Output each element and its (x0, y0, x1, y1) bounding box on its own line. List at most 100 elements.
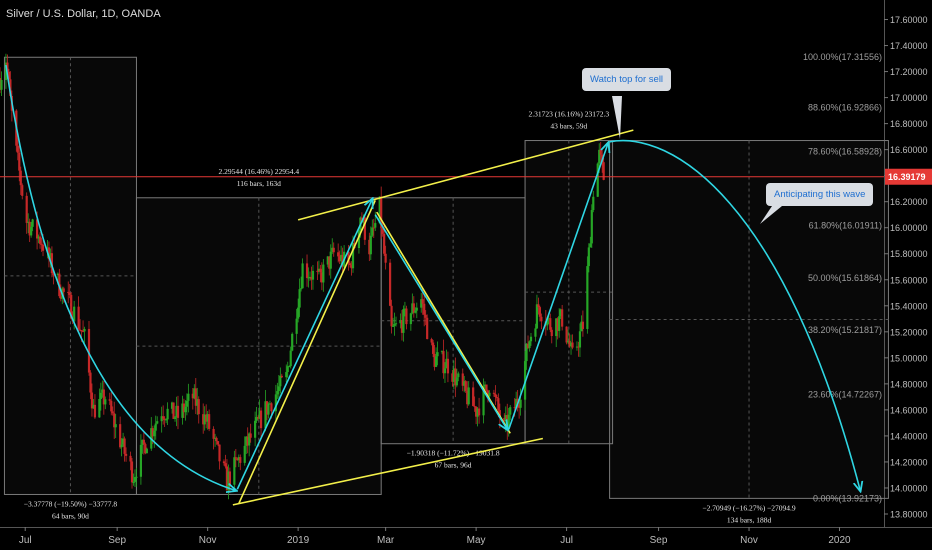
candle-body (368, 239, 371, 255)
candle-body (197, 399, 200, 415)
y-tick-label: 15.40000 (890, 301, 928, 311)
x-tick-label: 2019 (287, 535, 310, 546)
y-tick-label: 13.80000 (890, 509, 928, 519)
candle-body (589, 243, 592, 248)
candle-body (436, 352, 439, 357)
candle-body (546, 319, 549, 326)
candle-body (566, 340, 570, 343)
callout-pointer-wave (760, 206, 782, 224)
candle-body (577, 346, 580, 348)
candle-body (473, 406, 476, 408)
candle-body (187, 393, 190, 401)
candle-body (443, 368, 447, 374)
candle-body (267, 403, 270, 415)
candle-body (205, 414, 208, 422)
candle-body (340, 254, 343, 262)
candle-body (81, 331, 85, 333)
candle-body (67, 291, 70, 293)
candle-body (93, 404, 97, 418)
candle-body (175, 405, 178, 418)
candle-body (21, 185, 24, 196)
candle-body (102, 389, 105, 405)
candle-body (363, 217, 366, 240)
candle-body (144, 444, 147, 454)
y-tick-label: 14.20000 (890, 457, 928, 467)
candle-body (434, 356, 438, 367)
candle-body (216, 441, 220, 445)
y-tick-label: 16.80000 (890, 119, 928, 129)
y-tick-label: 14.00000 (890, 483, 928, 493)
candle-body (599, 149, 602, 155)
candle-body (162, 416, 165, 419)
candle-body (47, 247, 51, 260)
candle-body (475, 406, 478, 417)
candle-body (297, 307, 300, 319)
candle-body (561, 309, 564, 327)
measure-label: −2.70949 (−16.27%) −27094.9 (702, 503, 796, 512)
candle-body (426, 317, 429, 340)
candle-body (25, 195, 28, 223)
candle-body (420, 299, 423, 308)
candle-body (485, 384, 488, 391)
candle-body (123, 438, 126, 454)
fib-level-label: 50.00%(15.61864) (808, 273, 882, 283)
candle-body (38, 236, 42, 244)
candle-body (92, 404, 95, 409)
trend-line (297, 129, 634, 221)
candle-body (279, 375, 282, 387)
candle-body (384, 253, 387, 263)
candle-body (233, 457, 236, 485)
candle-body (31, 219, 34, 227)
candle-body (80, 330, 83, 332)
candle-body (596, 163, 599, 197)
y-tick-label: 14.60000 (890, 405, 928, 415)
trend-line (232, 437, 544, 506)
y-tick-label: 16.00000 (890, 223, 928, 233)
candle-body (234, 457, 237, 459)
candle-body (322, 264, 325, 283)
candle-body (371, 227, 374, 236)
fib-level-label: 88.60%(16.92866) (808, 102, 882, 112)
candle-body (87, 328, 91, 373)
candle-body (50, 253, 54, 274)
candle-body (446, 358, 450, 374)
candle-body (239, 457, 242, 463)
candle-body (37, 236, 40, 239)
x-tick-label: Nov (199, 535, 217, 546)
candle-body (350, 265, 353, 269)
candle-body (369, 235, 372, 255)
candle-body (455, 377, 458, 386)
candle-body (497, 398, 500, 411)
candle-body (578, 331, 582, 348)
candle-body (547, 318, 550, 320)
candle-body (341, 254, 344, 267)
candle-body (466, 390, 469, 405)
candle-body (236, 458, 239, 461)
candle-body (256, 417, 260, 419)
candle-body (482, 386, 485, 416)
candle-body (208, 414, 211, 429)
candle-body (374, 223, 377, 228)
candle-body (403, 308, 407, 310)
candle-body (165, 419, 168, 421)
candle-body (320, 272, 323, 283)
candle-body (328, 256, 331, 269)
candle-body (78, 329, 82, 331)
candle-body (476, 408, 479, 417)
y-tick-label: 15.20000 (890, 327, 928, 337)
fib-level-label: 38.20%(15.21817) (808, 325, 882, 335)
candle-body (486, 390, 490, 397)
candle-body (248, 433, 251, 446)
candle-body (402, 309, 405, 333)
measure-label: 2.29544 (16.46%) 22954.4 (219, 167, 300, 176)
candle-body (488, 392, 491, 397)
candle-body (559, 309, 562, 317)
trend-line (238, 200, 376, 504)
candle-body (565, 326, 568, 343)
candle-body (7, 71, 10, 80)
measure-sublabel: 134 bars, 188d (727, 515, 772, 524)
candle-body (535, 304, 539, 329)
candle-body (56, 273, 59, 276)
candle-body (113, 413, 116, 428)
